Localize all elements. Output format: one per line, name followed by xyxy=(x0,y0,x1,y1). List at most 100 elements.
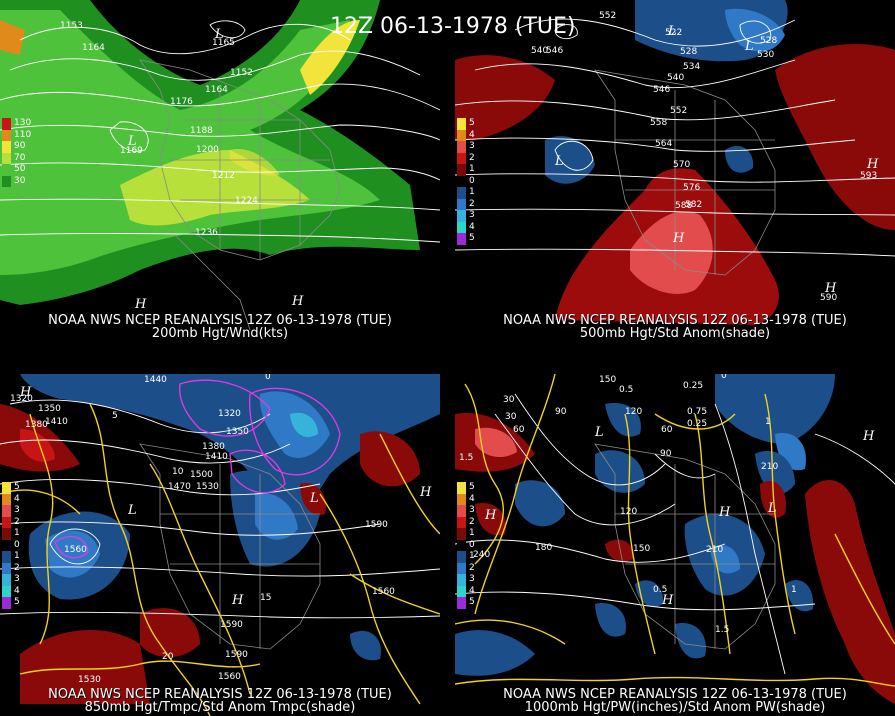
contour-label: 20 xyxy=(162,652,174,662)
panel-caption-line2: 500mb Hgt/Std Anom(shade) xyxy=(579,326,771,341)
contour-label: 30 xyxy=(503,395,515,405)
contour-label: 1380 xyxy=(25,420,48,430)
contour-label: 534 xyxy=(683,62,700,72)
contour-label: 60 xyxy=(661,425,673,435)
contour-label: 1165 xyxy=(212,38,235,48)
low-symbol: L xyxy=(667,24,677,39)
map-500mb: 552 522 528 534 540 546 552 558 564 570 … xyxy=(455,0,895,342)
legend-label: 50 xyxy=(14,164,26,175)
contour-label: 1590 xyxy=(220,620,243,630)
contour-label: 552 xyxy=(670,106,687,116)
contour-label: 1560 xyxy=(218,672,241,682)
contour-label: 1530 xyxy=(78,675,101,685)
panel-caption-line2: 200mb Hgt/Wnd(kts) xyxy=(151,326,289,341)
contour-label: 1188 xyxy=(190,126,213,136)
panel-caption-line2: 1000mb Hgt/PW(inches)/Std Anom PW(shade) xyxy=(524,700,826,715)
high-symbol: H xyxy=(661,593,674,608)
legend-label: 1 xyxy=(469,164,475,175)
legend-label: 1 xyxy=(469,528,475,539)
contour-label: 540 xyxy=(531,46,548,56)
legend-label: 5 xyxy=(469,233,475,244)
contour-label: 120 xyxy=(625,407,642,417)
panel-850mb: 1440 1320 1350 1380 1410 1320 1350 1380 … xyxy=(0,374,440,716)
legend-label: 4 xyxy=(14,585,20,596)
legend-label: 1 xyxy=(469,187,475,198)
contour-label: 1560 xyxy=(372,587,395,597)
contour-label: 1590 xyxy=(225,650,248,660)
contour-label: 546 xyxy=(653,85,670,95)
contour-label: 576 xyxy=(683,183,700,193)
low-symbol: L xyxy=(594,425,604,440)
legend-500mb: 5 4 3 2 1 0 1 2 3 4 5 xyxy=(457,118,491,245)
legend-label: 3 xyxy=(14,505,20,516)
contour-label: 150 xyxy=(633,544,650,554)
contour-label: 552 xyxy=(599,11,616,21)
high-symbol: H xyxy=(419,485,432,500)
map-200mb: 1164 1152 1164 1176 1188 1200 1212 1224 … xyxy=(0,0,440,342)
contour-label: 522 xyxy=(665,28,682,38)
legend-1000mb: 5 4 3 2 1 0 1 2 3 4 5 xyxy=(457,482,491,609)
legend-label: 2 xyxy=(469,198,475,209)
contour-label: 528 xyxy=(760,36,777,46)
panel-caption-line1: NOAA NWS NCEP REANALYSIS 12Z 06-13-1978 … xyxy=(503,687,847,702)
high-symbol: H xyxy=(718,505,731,520)
map-850mb: 1440 1320 1350 1380 1410 1320 1350 1380 … xyxy=(0,374,440,716)
contour-label: 180 xyxy=(535,543,552,553)
legend-label: 90 xyxy=(14,141,26,152)
contour-label: 0.5 xyxy=(653,585,667,595)
low-symbol: L xyxy=(127,134,137,149)
legend-label: 3 xyxy=(14,574,20,585)
contour-label: 0 xyxy=(721,374,727,381)
contour-label: 593 xyxy=(860,171,877,181)
contour-label: 90 xyxy=(555,407,567,417)
legend-200mb: 130 110 90 70 50 30 xyxy=(2,118,36,187)
legend-label: 70 xyxy=(14,152,26,163)
legend-label: 130 xyxy=(14,118,32,129)
contour-label: 1380 xyxy=(202,442,225,452)
contour-label: 1350 xyxy=(226,427,249,437)
legend-label: 4 xyxy=(469,129,475,140)
contour-label: 210 xyxy=(706,545,723,555)
contour-label: 1320 xyxy=(10,394,33,404)
panel-500mb: 552 522 528 534 540 546 552 558 564 570 … xyxy=(455,0,895,342)
legend-label: 5 xyxy=(14,482,20,493)
panel-caption-line1: NOAA NWS NCEP REANALYSIS 12Z 06-13-1978 … xyxy=(503,313,847,328)
high-symbol: H xyxy=(862,429,875,444)
contour-label: 30 xyxy=(505,412,517,422)
high-symbol: H xyxy=(484,508,497,523)
contour-label: 590 xyxy=(820,293,837,303)
legend-label: 3 xyxy=(469,210,475,221)
legend-label: 2 xyxy=(14,516,20,527)
legend-label: 2 xyxy=(469,152,475,163)
contour-label: 15 xyxy=(260,593,271,603)
legend-label: 5 xyxy=(469,118,475,129)
legend-label: 30 xyxy=(14,175,26,186)
panel-caption-line1: NOAA NWS NCEP REANALYSIS 12Z 06-13-1978 … xyxy=(48,313,392,328)
legend-label: 4 xyxy=(469,493,475,504)
legend-label: 5 xyxy=(469,597,475,608)
contour-label: 1560 xyxy=(64,545,87,555)
legend-label: 2 xyxy=(469,516,475,527)
contour-label: 1164 xyxy=(205,85,228,95)
contour-label: 0.75 xyxy=(687,407,707,417)
contour-label: 10 xyxy=(172,467,184,477)
legend-label: 3 xyxy=(469,141,475,152)
contour-label: 1212 xyxy=(212,171,235,181)
legend-label: 1 xyxy=(14,528,20,539)
contour-label: 1.5 xyxy=(715,625,729,635)
legend-label: 2 xyxy=(469,562,475,573)
contour-label: 540 xyxy=(667,73,684,83)
contour-label: 528 xyxy=(680,47,697,57)
low-symbol: L xyxy=(554,154,564,169)
contour-label: 1224 xyxy=(235,196,258,206)
high-symbol: H xyxy=(231,593,244,608)
contour-label: 570 xyxy=(673,160,690,170)
date-banner: 12Z 06-13-1978 (TUE) xyxy=(330,14,576,39)
contour-label: 0.25 xyxy=(687,419,707,429)
contour-label: 0.25 xyxy=(683,381,703,391)
contour-label: 558 xyxy=(650,118,667,128)
contour-label: 1410 xyxy=(45,417,68,427)
legend-label: 4 xyxy=(469,585,475,596)
contour-label: 1164 xyxy=(82,43,105,53)
high-symbol: H xyxy=(134,297,147,312)
